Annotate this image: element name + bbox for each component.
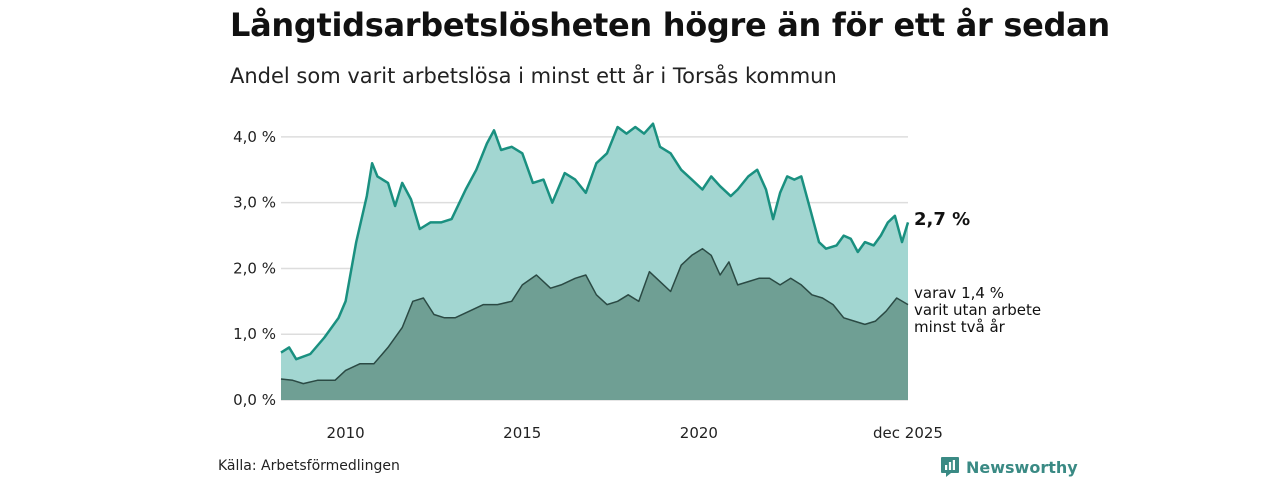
y-tick-label: 2,0 % [233, 259, 276, 277]
x-tick-label: 2010 [327, 424, 365, 442]
x-tick-label: dec 2025 [873, 424, 943, 442]
line-total [280, 122, 910, 361]
annotation-line: varav 1,4 % [914, 284, 1004, 302]
y-axis: 0,0 % 1,0 % 2,0 % 3,0 % 4,0 % [233, 128, 276, 409]
area-two-years [281, 248, 908, 400]
y-tick-label: 0,0 % [233, 391, 276, 409]
brand-name: Newsworthy [966, 457, 1078, 477]
chart-title: Långtidsarbetslösheten högre än för ett … [230, 6, 1110, 44]
annotation-line: minst två år [914, 318, 1006, 336]
y-tick-label: 3,0 % [233, 194, 276, 212]
brand-logo[interactable]: Newsworthy [940, 456, 1078, 478]
y-tick-label: 4,0 % [233, 128, 276, 146]
end-label-total: 2,7 % [914, 209, 970, 230]
x-tick-label: 2015 [503, 424, 541, 442]
chart-subtitle: Andel som varit arbetslösa i minst ett å… [230, 64, 837, 88]
x-axis: 2010 2015 2020 dec 2025 [327, 424, 943, 442]
source-note: Källa: Arbetsförmedlingen [218, 458, 400, 474]
line-two-years [280, 247, 909, 385]
bar-chart-icon [941, 457, 959, 477]
annotation-line: varit utan arbete [914, 301, 1041, 319]
y-tick-label: 1,0 % [233, 325, 276, 343]
x-tick-label: 2020 [680, 424, 718, 442]
